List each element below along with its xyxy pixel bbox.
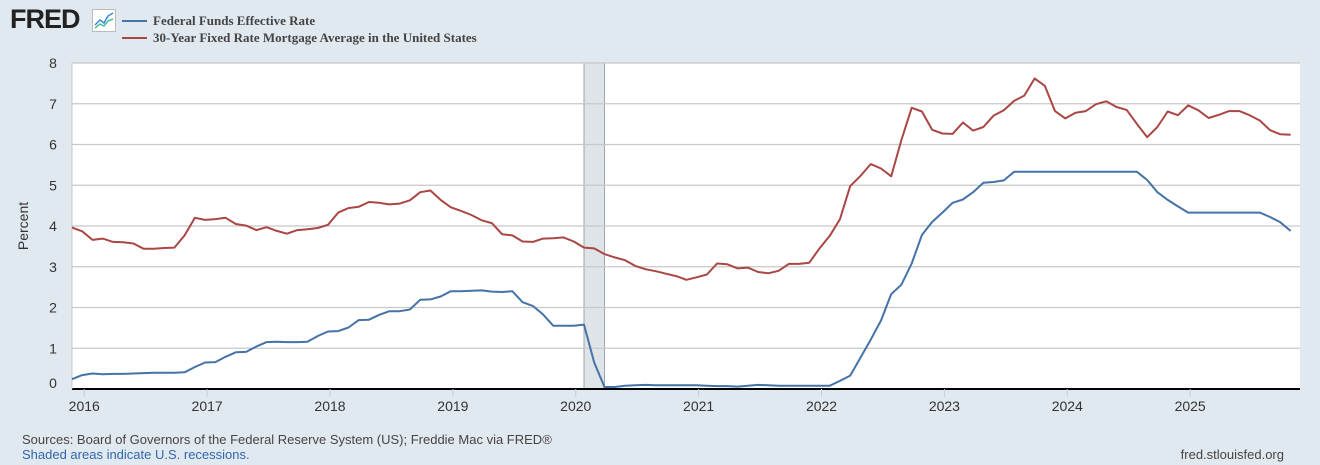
x-tick-label: 2022 [806, 398, 837, 414]
y-tick-label: 4 [49, 218, 57, 234]
legend-label: Federal Funds Effective Rate [153, 12, 316, 28]
y-tick-label: 2 [49, 300, 57, 316]
series-line-fedfunds [71, 170, 1292, 388]
x-tick-label: 2021 [683, 398, 714, 414]
y-axis-label: Percent [15, 202, 31, 250]
y-tick-label: 0 [49, 375, 57, 391]
legend-item-fedfunds: Federal Funds Effective Rate [122, 12, 477, 29]
recession-note: Shaded areas indicate U.S. recessions. [22, 447, 250, 462]
y-tick-label: 8 [49, 55, 57, 71]
x-tick-label: 2020 [560, 398, 591, 414]
site-link[interactable]: fred.stlouisfed.org [1180, 447, 1284, 462]
legend-item-mortgage: 30-Year Fixed Rate Mortgage Average in t… [122, 29, 477, 46]
y-tick-label: 7 [49, 96, 57, 112]
fred-logo[interactable]: FRED [10, 4, 80, 34]
y-tick-label: 6 [49, 137, 57, 153]
y-tick-label: 3 [49, 259, 57, 275]
x-tick-label: 2023 [929, 398, 960, 414]
x-tick-label: 2016 [69, 398, 100, 414]
x-tick-label: 2018 [314, 398, 345, 414]
x-tick-label: 2019 [437, 398, 468, 414]
series-line-mortgage [71, 77, 1291, 281]
legend: Federal Funds Effective Rate 30-Year Fix… [122, 12, 477, 46]
x-tick-label: 2024 [1052, 398, 1083, 414]
legend-swatch [122, 19, 147, 22]
x-tick-label: 2025 [1175, 398, 1206, 414]
y-tick-label: 5 [49, 177, 57, 193]
y-tick-label: 1 [49, 340, 57, 356]
sources-text: Sources: Board of Governors of the Feder… [22, 432, 552, 447]
fred-chart-icon [92, 9, 116, 32]
x-tick-label: 2017 [192, 398, 223, 414]
legend-label: 30-Year Fixed Rate Mortgage Average in t… [153, 29, 477, 45]
legend-swatch [122, 36, 147, 39]
